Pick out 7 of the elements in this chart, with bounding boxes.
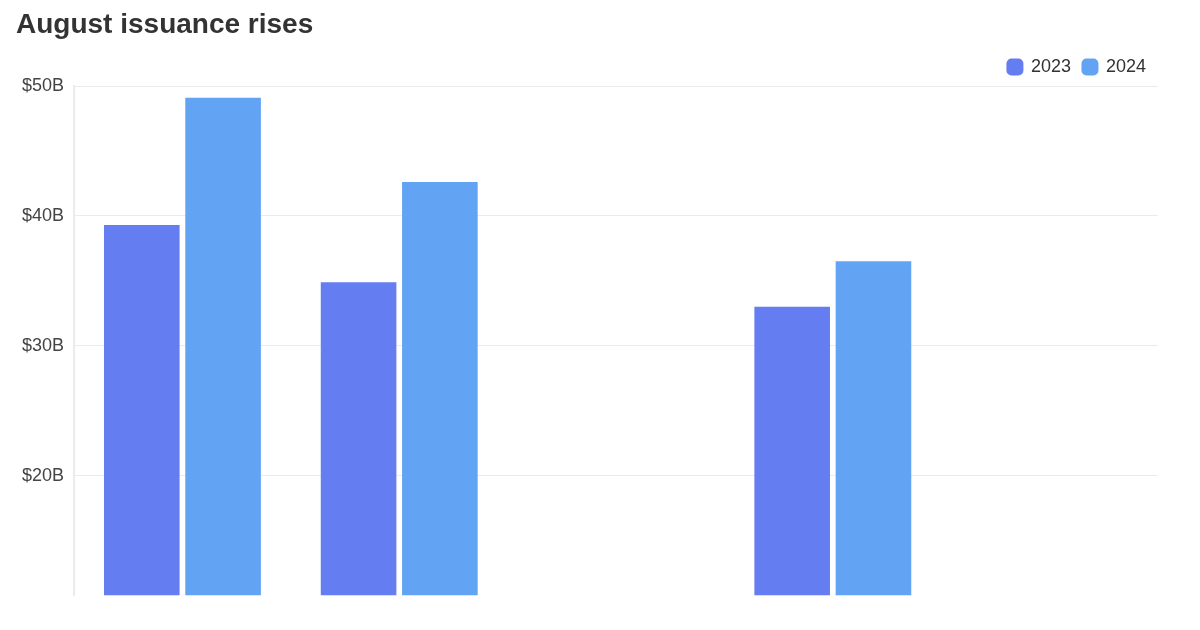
chart-title: August issuance rises [16, 8, 315, 40]
y-tick-label: $20B [21, 464, 65, 485]
y-tick-label: $50B [21, 74, 65, 95]
legend-label: 2023 [1030, 55, 1071, 76]
y-tick-label: $30B [21, 334, 65, 355]
legend-label: 2024 [1105, 55, 1146, 76]
y-tick-label: $40B [21, 204, 65, 225]
